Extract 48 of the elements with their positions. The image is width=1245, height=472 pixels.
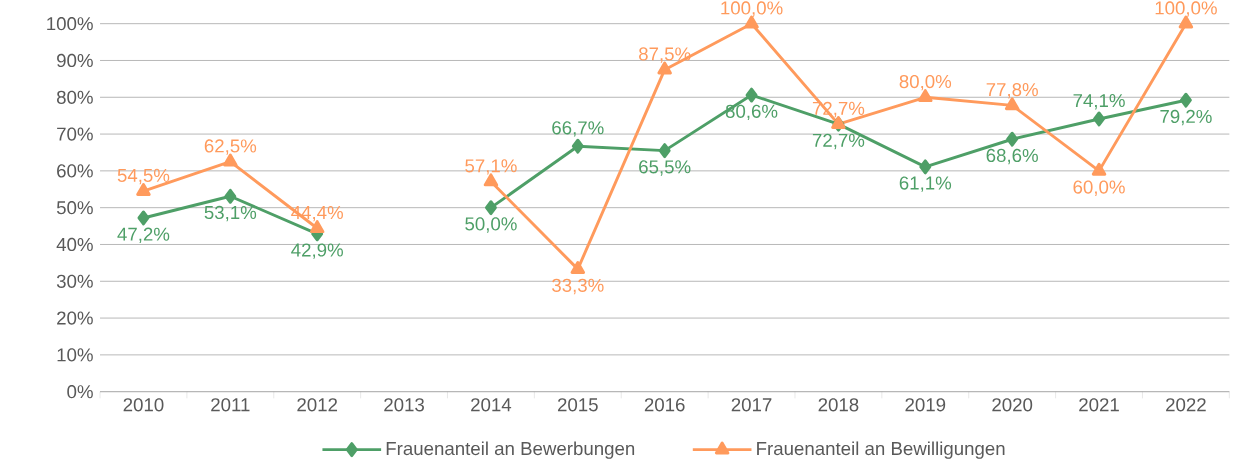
data-label: 54,5% xyxy=(117,168,170,185)
x-tick-label: 2018 xyxy=(818,398,859,412)
y-tick-label: 100% xyxy=(47,17,93,31)
x-tick-label: 2016 xyxy=(644,398,685,412)
data-label: 74,1% xyxy=(1073,94,1125,110)
data-label: 80,6% xyxy=(725,104,778,121)
x-tick-label: 2017 xyxy=(731,398,772,412)
y-tick-label: 0% xyxy=(67,385,93,399)
data-label: 33,3% xyxy=(552,278,604,295)
x-tick-label: 2022 xyxy=(1166,398,1206,412)
y-tick-label: 40% xyxy=(56,238,93,252)
x-tick-label: 2011 xyxy=(211,398,250,412)
data-label: 61,1% xyxy=(899,176,952,192)
data-label: 50,0% xyxy=(465,217,517,233)
y-tick-label: 90% xyxy=(57,54,93,68)
y-tick-label: 60% xyxy=(57,164,93,178)
y-tick-label: 50% xyxy=(56,201,93,215)
x-tick-label: 2013 xyxy=(384,398,424,412)
legend-label: Frauenanteil an Bewilligungen xyxy=(757,441,1005,459)
data-label: 72,7% xyxy=(812,133,865,150)
data-label: 80,0% xyxy=(899,75,952,91)
y-tick-label: 10% xyxy=(57,348,93,362)
data-label: 53,1% xyxy=(204,206,257,222)
data-label: 57,1% xyxy=(465,159,517,175)
data-label: 47,2% xyxy=(117,227,170,244)
x-tick-label: 2015 xyxy=(557,398,598,412)
x-tick-label: 2014 xyxy=(471,398,512,412)
data-label: 42,9% xyxy=(291,243,343,259)
data-label: 100,0% xyxy=(1155,1,1217,17)
data-label: 65,5% xyxy=(639,160,691,176)
y-tick-label: 80% xyxy=(56,90,93,105)
y-tick-label: 70% xyxy=(57,127,93,141)
data-label: 100,0% xyxy=(721,1,783,17)
data-label: 87,5% xyxy=(639,47,691,63)
data-label: 60,0% xyxy=(1073,180,1125,197)
legend-label: Frauenanteil an Bewerbungen xyxy=(386,441,635,459)
x-tick-label: 2012 xyxy=(297,398,338,412)
data-label: 62,5% xyxy=(204,139,257,155)
x-tick-label: 2019 xyxy=(905,398,946,412)
x-tick-label: 2020 xyxy=(992,398,1033,412)
x-tick-label: 2021 xyxy=(1079,398,1119,412)
y-tick-label: 30% xyxy=(56,274,93,289)
data-label: 79,2% xyxy=(1160,109,1212,126)
data-label: 68,6% xyxy=(986,148,1038,165)
x-tick-label: 2010 xyxy=(123,398,164,412)
y-tick-label: 20% xyxy=(57,311,93,325)
data-label: 77,8% xyxy=(986,83,1038,99)
data-label: 66,7% xyxy=(552,121,604,137)
